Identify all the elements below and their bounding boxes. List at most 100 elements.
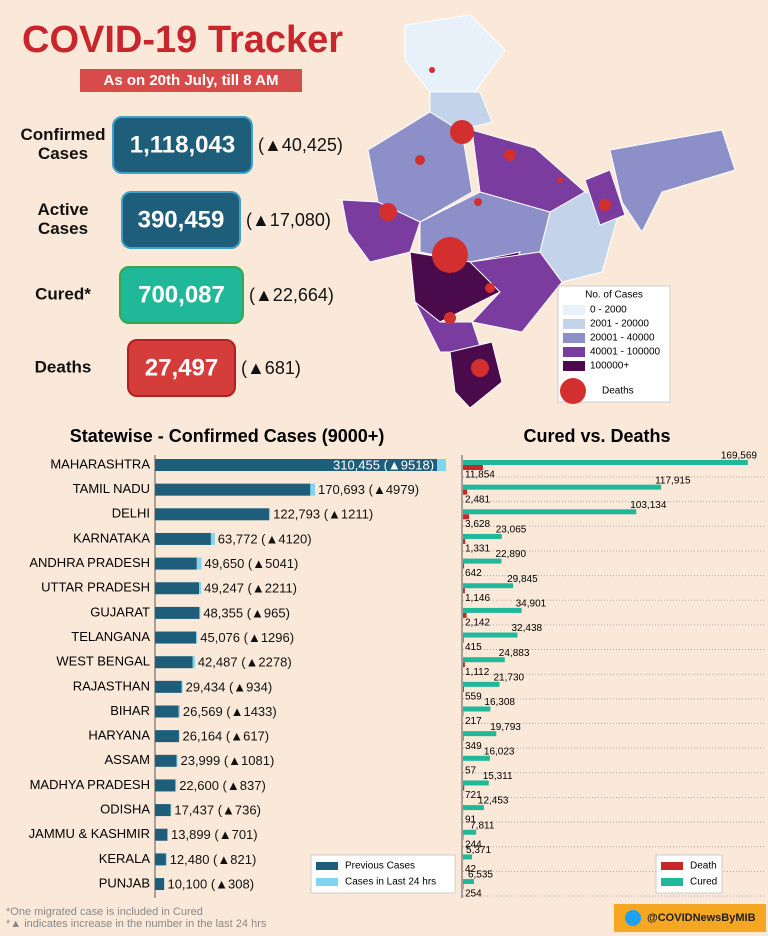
death-circle xyxy=(379,203,397,221)
map-legend-death xyxy=(560,378,586,404)
map-legend-label: Deaths xyxy=(602,386,634,397)
value-label: 1,331 xyxy=(465,544,490,555)
bar xyxy=(463,612,467,618)
summary-box xyxy=(121,191,241,249)
bar-label: 49,650 (▲5041) xyxy=(205,556,299,571)
chart-title: Cured vs. Deaths xyxy=(523,426,670,446)
bar xyxy=(463,460,748,465)
bar xyxy=(155,483,311,496)
bar xyxy=(196,631,198,644)
death-circle xyxy=(432,237,468,273)
value-label: 3,628 xyxy=(465,519,490,530)
category-label: HARYANA xyxy=(88,728,150,743)
bar xyxy=(463,607,522,613)
bar xyxy=(463,538,466,544)
bar-label: 45,076 (▲1296) xyxy=(200,630,294,645)
value-label: 415 xyxy=(465,642,482,653)
bar xyxy=(155,582,200,595)
bar-label: 22,600 (▲837) xyxy=(179,778,266,793)
map-legend-swatch xyxy=(563,305,585,315)
value-label: 16,023 xyxy=(484,746,515,757)
category-label: WEST BENGAL xyxy=(56,654,150,669)
bar xyxy=(463,509,637,515)
bar xyxy=(463,632,518,638)
bar xyxy=(463,755,490,761)
bar-label: 170,693 (▲4979) xyxy=(318,482,419,497)
value-label: 57 xyxy=(465,765,477,776)
bar xyxy=(437,459,447,471)
bar-label: 29,434 (▲934) xyxy=(186,679,273,694)
bar xyxy=(463,854,473,860)
bar xyxy=(192,656,195,669)
bar xyxy=(155,779,176,792)
bar xyxy=(463,829,477,835)
category-label: TAMIL NADU xyxy=(73,481,150,496)
value-label: 721 xyxy=(465,790,482,801)
bar xyxy=(155,631,197,644)
bar xyxy=(463,780,489,786)
summary-label: Confirmed xyxy=(21,125,106,144)
death-circle xyxy=(504,149,516,161)
bar xyxy=(463,706,491,712)
category-label: BIHAR xyxy=(110,703,150,718)
value-label: 42 xyxy=(465,864,477,875)
value-label: 91 xyxy=(465,815,477,826)
bar xyxy=(463,514,470,520)
bar-label: 63,772 (▲4120) xyxy=(218,531,312,546)
region xyxy=(414,301,483,353)
death-circle xyxy=(429,67,435,73)
category-label: KERALA xyxy=(99,851,151,866)
legend-box xyxy=(655,854,723,894)
map-legend-swatch xyxy=(563,347,585,357)
bar xyxy=(463,686,464,692)
bar xyxy=(175,779,177,792)
bar-label: 122,793 (▲1211) xyxy=(273,507,373,522)
summary-box xyxy=(127,339,236,397)
map-legend-label: 40001 - 100000 xyxy=(590,347,661,358)
death-circle xyxy=(599,199,611,211)
summary-box xyxy=(112,116,253,174)
value-label: 217 xyxy=(465,716,482,727)
category-label: MADHYA PRADESH xyxy=(30,777,150,792)
legend-label: Death xyxy=(690,861,717,872)
region xyxy=(584,169,626,226)
region xyxy=(609,129,736,233)
legend-label: Previous Cases xyxy=(345,861,415,872)
summary-change: (▲17,080) xyxy=(246,210,331,230)
value-label: 23,065 xyxy=(496,525,527,536)
value-label: 559 xyxy=(465,691,482,702)
bar xyxy=(463,637,464,643)
category-label: PUNJAB xyxy=(99,875,150,890)
bar xyxy=(463,662,465,668)
bar xyxy=(463,731,497,737)
value-label: 1,112 xyxy=(465,667,490,678)
bar xyxy=(178,730,180,743)
death-circle xyxy=(471,359,489,377)
death-circle xyxy=(444,312,456,324)
bar xyxy=(178,705,180,718)
category-label: RAJASTHAN xyxy=(73,678,150,693)
category-label: KARNATAKA xyxy=(73,530,150,545)
category-label: UTTAR PRADESH xyxy=(41,580,150,595)
value-label: 2,481 xyxy=(465,494,490,505)
category-label: GUJARAT xyxy=(90,604,150,619)
footnote: *One migrated case is included in Cured xyxy=(6,906,203,918)
map-legend-label: 100000+ xyxy=(590,361,629,372)
map-legend-swatch xyxy=(563,361,585,371)
bar xyxy=(268,508,271,521)
map-legend-title: No. of Cases xyxy=(585,290,643,301)
value-label: 1,146 xyxy=(465,593,490,604)
bar xyxy=(155,804,171,817)
bar xyxy=(463,533,502,539)
legend-swatch xyxy=(661,878,683,886)
category-label: ANDHRA PRADESH xyxy=(29,555,150,570)
bar xyxy=(463,805,484,811)
category-label: ODISHA xyxy=(100,802,150,817)
value-label: 254 xyxy=(465,889,482,900)
bar xyxy=(463,588,465,594)
bar xyxy=(463,736,464,742)
value-label: 21,730 xyxy=(494,672,525,683)
bar xyxy=(463,785,465,791)
value-label: 16,308 xyxy=(484,697,515,708)
